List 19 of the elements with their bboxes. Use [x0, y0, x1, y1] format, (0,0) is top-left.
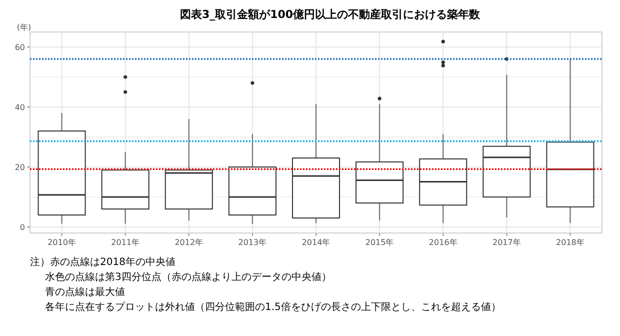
y-tick-label: 20 — [14, 163, 25, 172]
y-tick-label: 0 — [20, 223, 25, 232]
text: 各年に点在するプロットは外れ値（四分位範囲の1.5倍をひげの長さの上下限とし、これを超える値） — [45, 301, 501, 313]
x-tick-label: 2015年 — [365, 238, 394, 247]
text: 注）赤の点線は2018年の中央値 — [30, 256, 176, 268]
x-tick-label: 2018年 — [556, 238, 584, 247]
x-tick-label: 2016年 — [428, 238, 458, 247]
y-tick-label: 40 — [14, 103, 25, 112]
x-tick-label: 2014年 — [302, 238, 330, 247]
text: 青の点線は最大値 — [45, 286, 125, 298]
x-tick-label: 2012年 — [174, 238, 204, 247]
y-axis-title: (年) — [16, 23, 32, 32]
x-tick-label: 2010年 — [48, 238, 76, 247]
chart-title: 図表3_取引金額が100億円以上の不動産取引における築年数 — [180, 8, 482, 21]
x-tick-label: 2013年 — [238, 238, 267, 247]
y-tick-label: 60 — [14, 43, 25, 52]
x-tick-label: 2017年 — [492, 238, 521, 247]
x-tick-label: 2011年 — [111, 238, 140, 247]
text: 水色の点線は第3四分位点（赤の点線より上のデータの中央値） — [45, 271, 332, 283]
